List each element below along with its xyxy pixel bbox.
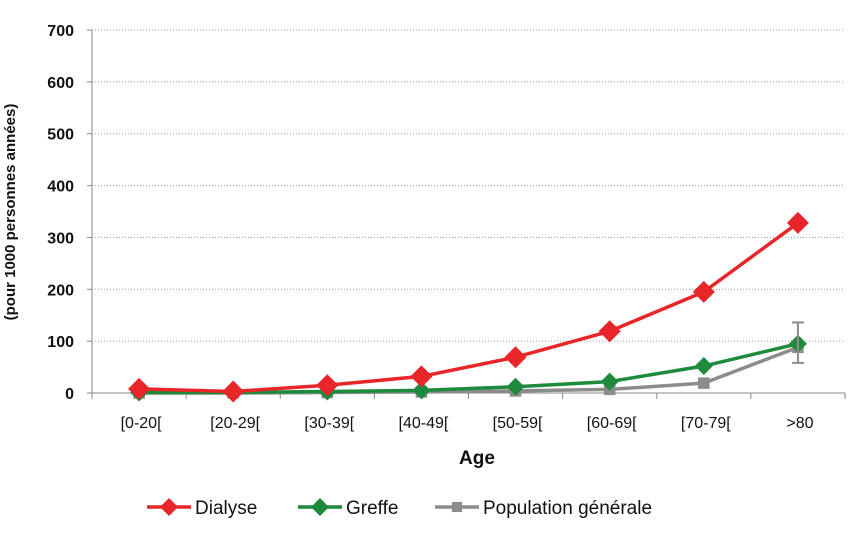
legend-item: Dialyse — [147, 498, 257, 519]
error-bars — [791, 321, 804, 364]
y-tick-label: 0 — [65, 386, 74, 403]
x-tick-label: [0-20[ — [121, 415, 162, 432]
y-tick-label: 700 — [47, 23, 74, 40]
x-tick-label: [60-69[ — [587, 415, 637, 432]
legend-label: Greffe — [346, 498, 398, 519]
x-tick-label: [40-49[ — [399, 415, 449, 432]
data-point — [698, 377, 710, 389]
data-point — [410, 365, 433, 388]
legend-marker — [451, 501, 463, 513]
y-tick-label: 400 — [47, 179, 74, 196]
data-point — [694, 357, 713, 376]
data-point — [786, 211, 809, 234]
data-point — [598, 320, 621, 343]
legend: Dialyse Greffe Population générale — [147, 498, 652, 519]
series-dialyse — [128, 211, 809, 403]
series-line — [139, 221, 799, 394]
y-tick-label: 600 — [47, 75, 74, 92]
x-tick-label: >80 — [786, 415, 813, 432]
gridlines — [92, 29, 845, 342]
data-point — [128, 377, 151, 400]
legend-label: Population générale — [483, 498, 652, 519]
legend-item: Population générale — [435, 498, 652, 519]
data-point — [316, 374, 339, 397]
axes — [91, 30, 845, 394]
x-tick-label: [50-59[ — [493, 415, 543, 432]
data-point — [222, 380, 245, 403]
y-tick-label: 100 — [47, 334, 74, 351]
x-tick-label: [20-29[ — [210, 415, 260, 432]
x-tick-label: [70-79[ — [681, 415, 731, 432]
series-lines — [128, 211, 809, 403]
y-tick-labels: 0 100 200 300 400 500 600 700 — [47, 23, 92, 403]
x-tick-label: [30-39[ — [304, 415, 354, 432]
y-tick-label: 200 — [47, 282, 74, 299]
data-point — [692, 280, 715, 303]
y-tick-label: 500 — [47, 127, 74, 144]
legend-marker — [311, 498, 329, 516]
y-axis-label: (pour 1000 personnes années) — [2, 104, 19, 321]
legend-marker — [160, 498, 178, 516]
data-point — [506, 377, 525, 396]
x-axis-label: Age — [459, 448, 495, 469]
y-tick-label: 300 — [47, 230, 74, 247]
legend-label: Dialyse — [195, 498, 257, 519]
data-point — [504, 346, 527, 369]
series-line — [139, 342, 799, 395]
data-point — [412, 381, 431, 400]
legend-item: Greffe — [298, 498, 398, 519]
data-point — [600, 372, 619, 391]
x-tick-labels: [0-20[ [20-29[ [30-39[ [40-49[ [50-59[ [60-69… — [91, 393, 846, 432]
